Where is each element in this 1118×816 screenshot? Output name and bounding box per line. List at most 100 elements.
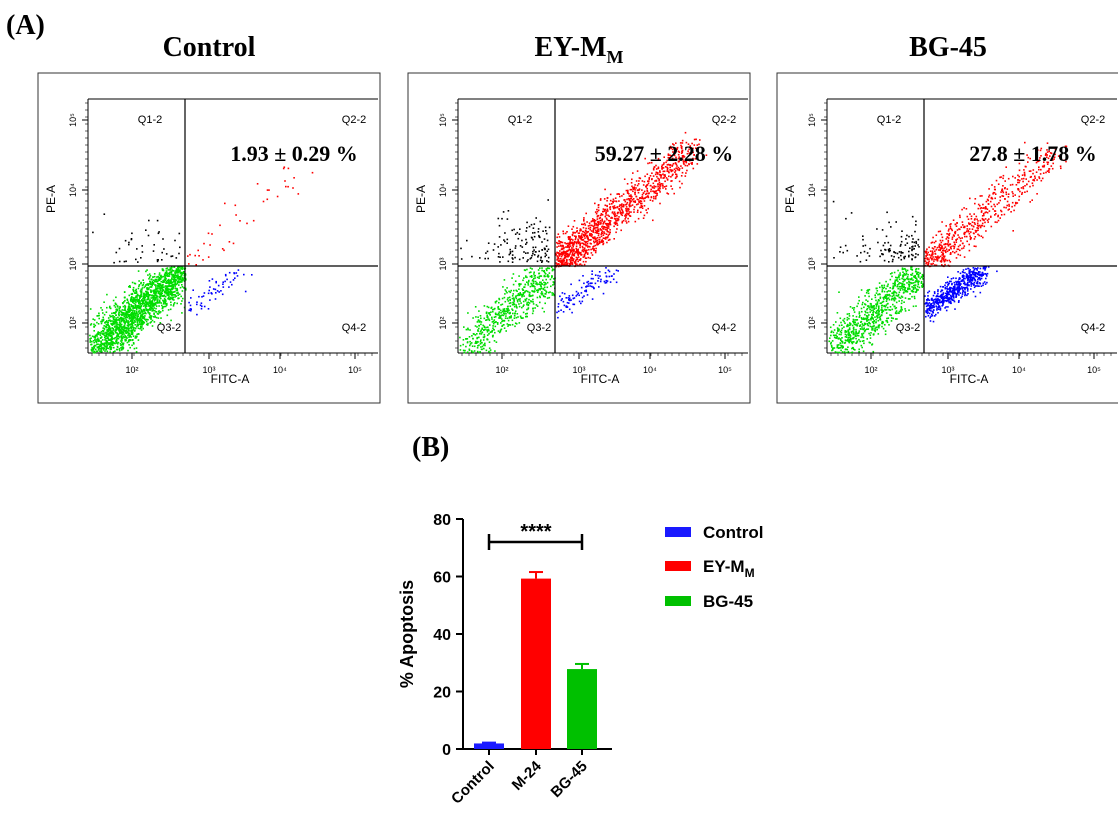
- event-dot: [179, 277, 182, 279]
- event-dot: [609, 238, 611, 241]
- event-dot: [659, 191, 661, 193]
- event-dot: [859, 340, 861, 343]
- event-dot: [870, 319, 872, 321]
- event-dot: [592, 286, 594, 288]
- event-dot: [635, 180, 638, 182]
- event-dot: [532, 250, 534, 253]
- event-dot: [228, 271, 231, 274]
- event-dot: [503, 310, 506, 312]
- event-dot: [560, 309, 562, 311]
- event-dot: [867, 300, 869, 303]
- event-dot: [175, 269, 178, 271]
- event-dot: [522, 311, 525, 314]
- event-dot: [462, 349, 465, 352]
- event-dot: [513, 305, 516, 308]
- x-tick-label: 10⁴: [643, 365, 657, 375]
- event-dot: [505, 313, 507, 315]
- event-dot: [591, 224, 593, 227]
- quadrant-label-q1: Q1-2: [508, 114, 532, 126]
- event-dot: [846, 325, 848, 328]
- event-dot: [539, 259, 542, 262]
- event-dot: [139, 312, 142, 315]
- event-dot: [101, 320, 103, 323]
- x-tick-label: 10²: [495, 365, 508, 375]
- event-dot: [157, 275, 159, 278]
- event-dot: [116, 337, 118, 340]
- event-dot: [873, 325, 875, 327]
- event-dot: [132, 300, 135, 302]
- event-dot: [211, 293, 213, 295]
- event-dot: [134, 310, 136, 312]
- event-dot: [560, 257, 562, 260]
- event-dot: [663, 162, 665, 164]
- event-dot: [635, 203, 638, 206]
- event-dot: [619, 209, 621, 212]
- event-dot: [215, 292, 217, 294]
- event-dot: [579, 237, 581, 240]
- event-dot: [894, 305, 896, 308]
- event-dot: [839, 317, 842, 320]
- event-dot: [861, 318, 863, 320]
- event-dot: [225, 274, 227, 277]
- event-dot: [601, 239, 603, 241]
- event-dot: [920, 280, 923, 283]
- event-dot: [152, 283, 155, 285]
- event-dot: [489, 351, 492, 354]
- event-dot: [101, 339, 104, 341]
- event-dot: [152, 250, 155, 252]
- event-dot: [565, 306, 567, 308]
- event-dot: [266, 189, 269, 191]
- event-dot: [145, 320, 148, 323]
- event-dot: [207, 232, 210, 235]
- event-dot: [592, 225, 594, 227]
- event-dot: [691, 142, 693, 145]
- event-dot: [147, 318, 149, 321]
- event-dot: [583, 249, 586, 251]
- event-dot: [881, 289, 884, 291]
- event-dot: [170, 304, 172, 306]
- event-dot: [677, 150, 680, 153]
- event-dot: [889, 314, 891, 316]
- event-dot: [541, 291, 543, 293]
- event-dot: [493, 243, 496, 245]
- event-dot: [131, 295, 133, 298]
- event-dot: [908, 283, 911, 286]
- x-axis-label: FITC-A: [211, 372, 250, 386]
- event-dot: [679, 142, 682, 144]
- event-dot: [497, 330, 500, 332]
- event-dot: [121, 343, 123, 346]
- event-dot: [545, 254, 548, 256]
- event-dot: [877, 299, 880, 301]
- event-dot: [595, 230, 598, 233]
- event-dot: [130, 316, 132, 319]
- event-dot: [152, 308, 154, 311]
- event-dot: [202, 295, 205, 297]
- event-dot: [868, 314, 870, 316]
- event-dot: [628, 208, 630, 211]
- event-dot: [130, 315, 133, 317]
- event-dot: [567, 236, 570, 238]
- event-dot: [515, 304, 517, 306]
- event-dot: [198, 255, 200, 257]
- event-dot: [109, 305, 111, 308]
- event-dot: [530, 300, 533, 303]
- event-dot: [504, 310, 507, 312]
- event-dot: [524, 290, 526, 293]
- event-dot: [670, 147, 672, 150]
- event-dot: [142, 283, 145, 286]
- event-dot: [858, 316, 861, 318]
- event-dot: [904, 278, 907, 281]
- event-dot: [116, 326, 119, 328]
- event-dot: [876, 290, 879, 292]
- event-dot: [615, 200, 618, 203]
- event-dot: [585, 249, 587, 252]
- event-dot: [116, 309, 118, 312]
- event-dot: [545, 245, 548, 247]
- event-dot: [538, 283, 540, 285]
- event-dot: [874, 296, 877, 299]
- event-dot: [604, 236, 607, 239]
- event-dot: [838, 344, 840, 346]
- event-dot: [138, 311, 140, 313]
- event-dot: [582, 246, 584, 249]
- event-dots: [89, 166, 314, 354]
